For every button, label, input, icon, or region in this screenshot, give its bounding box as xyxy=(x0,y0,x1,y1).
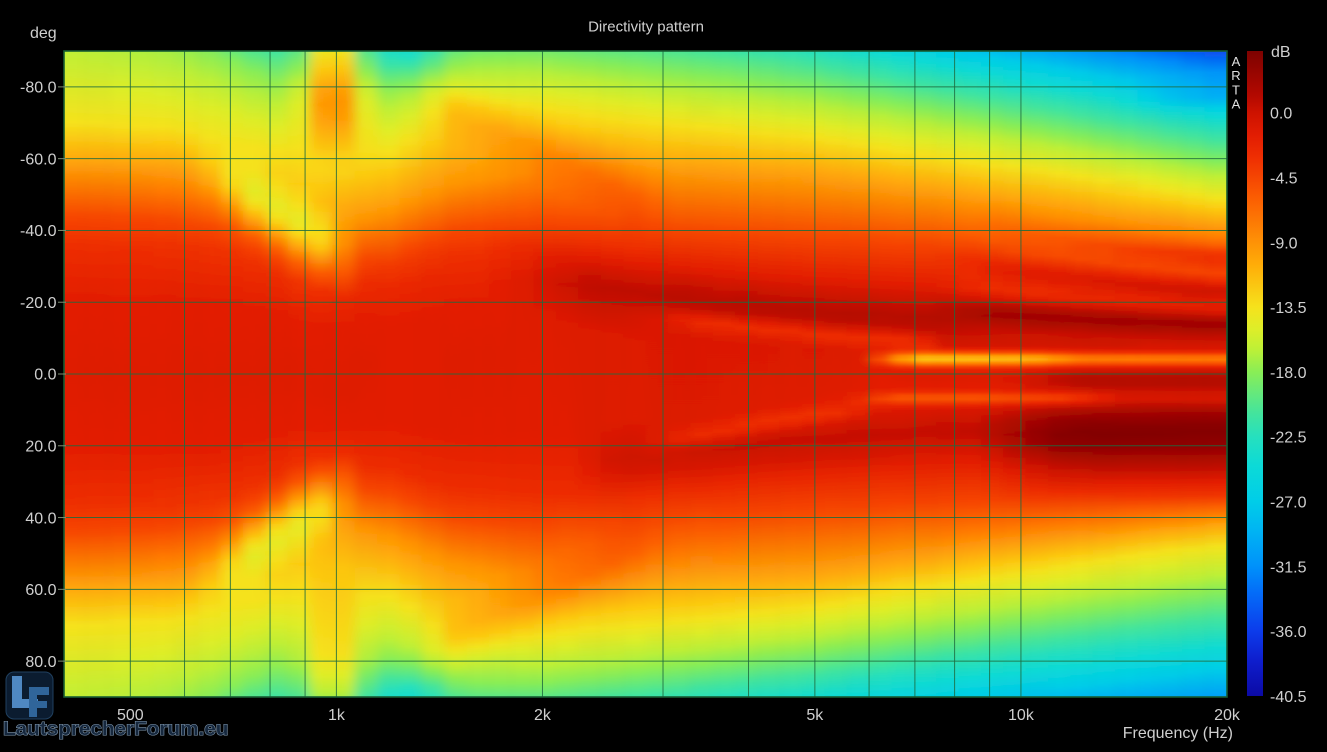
svg-text:A: A xyxy=(1232,97,1241,112)
svg-text:60.0: 60.0 xyxy=(25,582,56,599)
svg-text:-20.0: -20.0 xyxy=(20,295,57,312)
svg-text:20.0: 20.0 xyxy=(25,438,56,455)
svg-text:-40.5: -40.5 xyxy=(1270,689,1307,706)
svg-text:deg: deg xyxy=(30,25,57,42)
svg-text:-27.0: -27.0 xyxy=(1270,495,1307,512)
svg-text:R: R xyxy=(1231,68,1240,83)
svg-text:-13.5: -13.5 xyxy=(1270,300,1307,317)
svg-text:-80.0: -80.0 xyxy=(20,80,57,97)
svg-text:-18.0: -18.0 xyxy=(1270,365,1307,382)
svg-text:1k: 1k xyxy=(328,707,346,724)
svg-text:LautsprecherForum.eu: LautsprecherForum.eu xyxy=(3,719,228,740)
svg-text:-31.5: -31.5 xyxy=(1270,559,1307,576)
svg-text:0.0: 0.0 xyxy=(1270,106,1292,123)
svg-text:Frequency (Hz): Frequency (Hz) xyxy=(1123,725,1233,742)
svg-text:Directivity pattern: Directivity pattern xyxy=(588,19,704,36)
svg-text:0.0: 0.0 xyxy=(34,367,56,384)
svg-text:40.0: 40.0 xyxy=(25,510,56,527)
svg-text:10k: 10k xyxy=(1008,707,1035,724)
svg-text:80.0: 80.0 xyxy=(25,654,56,671)
svg-text:2k: 2k xyxy=(534,707,552,724)
svg-text:5k: 5k xyxy=(806,707,824,724)
svg-text:-60.0: -60.0 xyxy=(20,151,57,168)
svg-text:-36.0: -36.0 xyxy=(1270,624,1307,641)
svg-text:-4.5: -4.5 xyxy=(1270,171,1298,188)
svg-text:-9.0: -9.0 xyxy=(1270,235,1298,252)
svg-text:20k: 20k xyxy=(1214,707,1241,724)
svg-text:A: A xyxy=(1232,54,1241,69)
svg-text:-40.0: -40.0 xyxy=(20,223,57,240)
svg-text:500: 500 xyxy=(117,707,144,724)
svg-text:dB: dB xyxy=(1271,44,1291,61)
svg-text:-22.5: -22.5 xyxy=(1270,430,1307,447)
svg-text:T: T xyxy=(1232,82,1240,97)
